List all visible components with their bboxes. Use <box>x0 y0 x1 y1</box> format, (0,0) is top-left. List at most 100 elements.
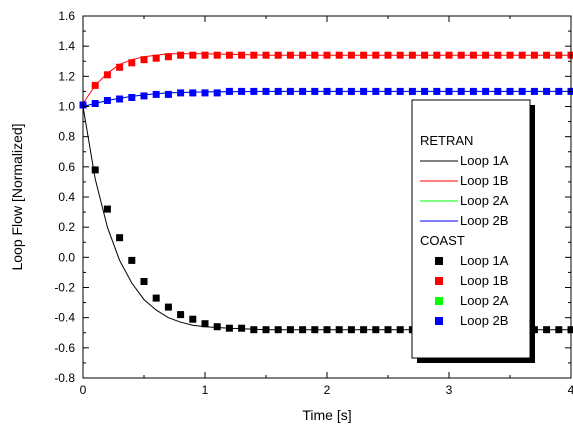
marker-coast-loop-2b <box>164 90 172 98</box>
marker-coast-loop-1b <box>91 81 99 89</box>
marker-coast-loop-2b <box>116 95 124 103</box>
marker-coast-loop-1a <box>103 205 111 213</box>
marker-coast-loop-2b <box>250 87 258 95</box>
marker-coast-loop-1b <box>457 51 465 59</box>
marker-coast-loop-1b <box>177 51 185 59</box>
y-tick-label: 0.8 <box>58 130 75 144</box>
marker-coast-loop-1a <box>238 324 246 332</box>
marker-coast-loop-2b <box>469 87 477 95</box>
marker-coast-loop-2b <box>274 87 282 95</box>
marker-coast-loop-1b <box>408 51 416 59</box>
y-axis-label: Loop Flow [Normalized] <box>9 123 25 270</box>
marker-coast-loop-1a <box>91 166 99 174</box>
marker-coast-loop-2b <box>323 87 331 95</box>
marker-coast-loop-1b <box>128 59 136 67</box>
y-tick-label: 1.0 <box>58 100 75 114</box>
marker-coast-loop-2b <box>177 89 185 97</box>
marker-coast-loop-2b <box>335 87 343 95</box>
x-tick-label: 0 <box>80 383 87 397</box>
legend: RETRAN Loop 1A Loop 1B Loop 2A Loop 2B COAST L… <box>411 99 535 363</box>
marker-coast-loop-2b <box>408 87 416 95</box>
y-tick-label: 1.4 <box>58 39 75 53</box>
y-tick-label: 1.6 <box>58 9 75 23</box>
marker-coast-loop-2b <box>372 87 380 95</box>
marker-coast-loop-1a <box>543 326 551 334</box>
marker-coast-loop-1b <box>482 51 490 59</box>
marker-coast-loop-2b <box>396 87 404 95</box>
marker-coast-loop-1b <box>530 51 538 59</box>
marker-coast-loop-1b <box>347 51 355 59</box>
x-tick-label: 1 <box>202 383 209 397</box>
marker-coast-loop-2b <box>201 89 209 97</box>
marker-coast-loop-2b <box>286 87 294 95</box>
axes-layer: 0 1 2 3 4 -0.8 -0.6 -0.4 -0.2 0.0 0.2 0.4 0.6 0.8 1.0 1… <box>54 9 573 397</box>
marker-coast-loop-1a <box>347 326 355 334</box>
marker-coast-loop-2b <box>384 87 392 95</box>
marker-coast-loop-1a <box>213 323 221 331</box>
legend-entry-label: Loop 1A <box>460 153 509 168</box>
legend-group-title: COAST <box>420 233 465 248</box>
legend-marker-swatch <box>435 257 443 265</box>
legend-entry-label: Loop 2B <box>460 213 508 228</box>
marker-coast-loop-2b <box>530 87 538 95</box>
marker-coast-loop-1b <box>555 51 563 59</box>
marker-coast-loop-1b <box>494 51 502 59</box>
y-tick-label: 0.6 <box>58 160 75 174</box>
y-tick-label: -0.4 <box>54 311 75 325</box>
marker-coast-loop-1a <box>372 326 380 334</box>
marker-coast-loop-2b <box>555 87 563 95</box>
legend-box <box>411 99 531 359</box>
y-tick-label: 0.0 <box>58 250 75 264</box>
marker-coast-loop-1b <box>372 51 380 59</box>
marker-coast-loop-1b <box>384 51 392 59</box>
marker-coast-loop-2b <box>189 89 197 97</box>
marker-coast-loop-1a <box>286 326 294 334</box>
marker-coast-loop-1b <box>274 51 282 59</box>
marker-coast-loop-1a <box>335 326 343 334</box>
x-tick-label: 2 <box>324 383 331 397</box>
marker-coast-loop-2b <box>238 87 246 95</box>
marker-coast-loop-1b <box>311 51 319 59</box>
marker-coast-loop-1a <box>140 278 148 285</box>
marker-coast-loop-1a <box>250 326 258 334</box>
y-tick-label: 0.4 <box>58 190 75 204</box>
y-tick-label: -0.6 <box>54 341 75 355</box>
legend-marker-swatch <box>435 317 443 325</box>
marker-coast-loop-1a <box>116 234 124 242</box>
marker-coast-loop-1a <box>360 326 368 334</box>
marker-coast-loop-2b <box>213 89 221 97</box>
marker-coast-loop-1b <box>506 51 514 59</box>
marker-coast-loop-1b <box>140 56 148 64</box>
marker-coast-loop-1b <box>225 51 233 59</box>
marker-coast-loop-2b <box>445 87 453 95</box>
marker-coast-loop-1b <box>543 51 551 59</box>
y-tick-label: -0.8 <box>54 371 75 385</box>
marker-coast-loop-1b <box>238 51 246 59</box>
marker-coast-loop-1b <box>360 51 368 59</box>
marker-coast-loop-1b <box>164 53 172 61</box>
marker-coast-loop-1b <box>433 51 441 59</box>
marker-coast-loop-1a <box>299 326 307 334</box>
marker-coast-loop-1b <box>335 51 343 59</box>
legend-entry-label: Loop 2B <box>460 313 508 328</box>
marker-coast-loop-1b <box>469 51 477 59</box>
x-tick-label: 4 <box>568 383 573 397</box>
marker-coast-loop-1a <box>396 326 404 334</box>
legend-marker-swatch <box>435 277 443 285</box>
marker-coast-loop-2b <box>128 94 136 101</box>
legend-group-title: RETRAN <box>420 133 473 148</box>
marker-coast-loop-1b <box>201 51 209 59</box>
legend-entry-label: Loop 1A <box>460 253 509 268</box>
marker-coast-loop-2b <box>421 87 429 95</box>
marker-coast-loop-1b <box>286 51 294 59</box>
legend-marker-swatch <box>435 297 443 305</box>
marker-coast-loop-2b <box>152 90 160 98</box>
marker-coast-loop-1a <box>274 326 282 334</box>
marker-coast-loop-2b <box>140 92 148 100</box>
marker-coast-loop-2b <box>506 87 514 95</box>
marker-coast-loop-1b <box>518 51 526 59</box>
marker-coast-loop-1b <box>567 51 573 59</box>
marker-coast-loop-1b <box>250 51 258 59</box>
marker-coast-loop-2b <box>225 87 233 95</box>
